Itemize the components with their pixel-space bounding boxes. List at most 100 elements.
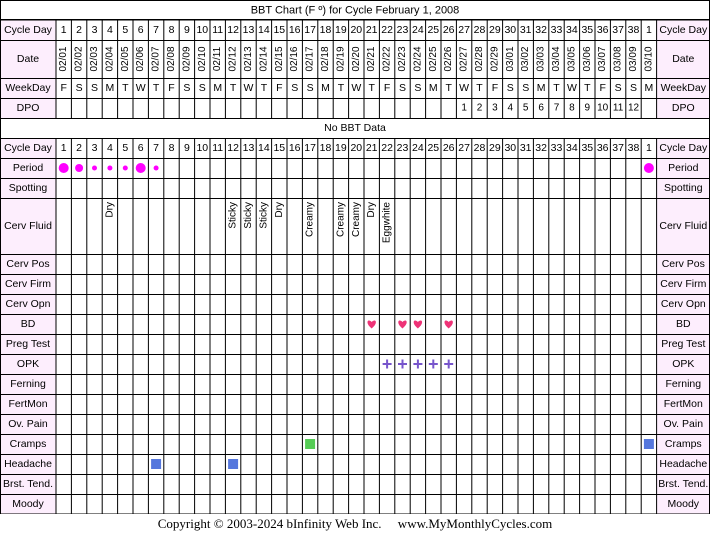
weekday-label: S xyxy=(91,82,98,94)
date-label: 02/24 xyxy=(412,46,423,71)
cycle_day-label: 5 xyxy=(122,24,128,36)
row-label-cerv_opn: Cerv Opn xyxy=(6,298,51,310)
row-label-bg-right-opk xyxy=(656,354,710,374)
weekday-label: S xyxy=(522,82,529,94)
weekday-label: T xyxy=(153,82,160,94)
weekday-label: S xyxy=(615,82,622,94)
dpo-label: 2 xyxy=(477,103,483,114)
row-label-brst_tend: Brst. Tend. xyxy=(3,478,53,490)
row-label-right-dpo: DPO xyxy=(672,102,695,114)
headache-square xyxy=(228,459,239,469)
weekday-label: T xyxy=(553,82,560,94)
row-label-bg-left-dpo xyxy=(0,98,57,118)
cycle_day-label: 26 xyxy=(443,24,455,36)
weekday-label: W xyxy=(459,82,469,94)
bbt-chart: BBT Chart (F º) for Cycle February 1, 20… xyxy=(0,0,710,514)
row-label-headache: Headache xyxy=(4,458,52,470)
period-dot xyxy=(153,165,159,171)
bd-heart xyxy=(367,320,376,329)
cycle-day-2-label: 10 xyxy=(196,142,208,154)
row-label-bg-left-opk xyxy=(0,354,57,374)
period-dot xyxy=(75,164,84,172)
date-label: 02/19 xyxy=(335,46,346,71)
opk-plus xyxy=(398,359,407,369)
row-label-bg-right-date xyxy=(656,40,710,78)
row-label-ferning: Ferning xyxy=(10,378,46,390)
bd-heart xyxy=(398,320,407,329)
cycle_day-label: 16 xyxy=(289,24,301,36)
row-label-bg-left-cerv_pos xyxy=(0,254,57,274)
weekday-label: W xyxy=(351,82,361,94)
cramps-square xyxy=(305,439,316,449)
weekday-label: M xyxy=(537,82,546,94)
date-label: 02/18 xyxy=(320,46,331,71)
weekday-label: M xyxy=(106,82,115,94)
weekday-label: M xyxy=(213,82,222,94)
cycle_day-label: 6 xyxy=(138,24,144,36)
bd-heart xyxy=(444,320,453,329)
weekday-label: T xyxy=(338,82,345,94)
row-label-bg-right-ferning xyxy=(656,374,710,394)
row-label-dpo: DPO xyxy=(17,102,40,114)
cycle_day-label: 34 xyxy=(566,24,578,36)
cycle-day-2-label: 14 xyxy=(258,142,270,154)
row-label-bg-left-ov_pain xyxy=(0,414,57,434)
row-label-cerv_fluid: Cerv Fluid xyxy=(4,220,52,232)
row-label-bg-right-cerv_pos xyxy=(656,254,710,274)
cycle_day-label: 31 xyxy=(520,24,532,36)
cycle-day-2-label: 9 xyxy=(184,142,190,154)
cycle-day-2-label: 24 xyxy=(412,142,424,154)
date-label: 02/13 xyxy=(243,46,254,71)
date-label: 02/25 xyxy=(428,46,439,71)
cycle_day-label: 8 xyxy=(169,24,175,36)
weekday-label: S xyxy=(507,82,514,94)
row-label-right-moody: Moody xyxy=(668,498,700,510)
row-label-bg-left-period xyxy=(0,158,57,178)
row-label-bg-left-weekday xyxy=(0,78,57,98)
cycle-day-2-label: 8 xyxy=(169,142,175,154)
row-label-bg-left-moody xyxy=(0,494,57,514)
weekday-label: W xyxy=(244,82,254,94)
cycle-day-2-label: 17 xyxy=(304,142,316,154)
dpo-label: 7 xyxy=(554,103,560,114)
cerv-fluid-label: Sticky xyxy=(243,202,254,229)
date-label: 02/21 xyxy=(366,46,377,71)
cycle_day-label: 30 xyxy=(504,24,516,36)
row-label-bg-right-cycle_day xyxy=(656,20,710,40)
date-label: 03/07 xyxy=(597,46,608,71)
weekday-label: S xyxy=(76,82,83,94)
dpo-label: 6 xyxy=(538,103,544,114)
cycle_day-label: 23 xyxy=(397,24,409,36)
period-dot xyxy=(58,163,69,173)
row-label-bg-right-cramps xyxy=(656,434,710,454)
row-label-cycle_day: Cycle Day xyxy=(4,24,53,36)
row-label-right-date: Date xyxy=(672,53,694,65)
row-label-right-headache: Headache xyxy=(659,458,707,470)
row-label-bg-right-headache xyxy=(656,454,710,474)
opk-plus xyxy=(444,359,454,369)
cycle-day-2-label: 13 xyxy=(243,142,255,154)
cycle_day-label: 38 xyxy=(628,24,640,36)
cycle_day-label: 37 xyxy=(612,24,624,36)
row-label-bg-right-bd xyxy=(656,314,710,334)
row-label-fertmon: FertMon xyxy=(8,398,47,410)
dpo-label: 4 xyxy=(508,103,514,114)
weekday-label: S xyxy=(399,82,406,94)
weekday-label: T xyxy=(584,82,591,94)
cycle-day-2-label: 33 xyxy=(551,142,563,154)
weekday-label: T xyxy=(476,82,483,94)
opk-plus xyxy=(382,359,392,369)
weekday-label: S xyxy=(291,82,298,94)
date-label: 02/06 xyxy=(135,46,146,71)
cycle_day-label: 15 xyxy=(273,24,285,36)
row-label-bg-right-spotting xyxy=(656,178,710,198)
row-label-weekday: WeekDay xyxy=(5,82,51,94)
weekday-label: F xyxy=(384,82,390,94)
weekday-label: S xyxy=(199,82,206,94)
cycle_day-label: 20 xyxy=(350,24,362,36)
date-label: 03/03 xyxy=(536,46,547,71)
row-label-bg-left-bd xyxy=(0,314,57,334)
weekday-label: S xyxy=(630,82,637,94)
row-label-moody: Moody xyxy=(12,498,44,510)
date-label: 03/10 xyxy=(643,46,654,71)
